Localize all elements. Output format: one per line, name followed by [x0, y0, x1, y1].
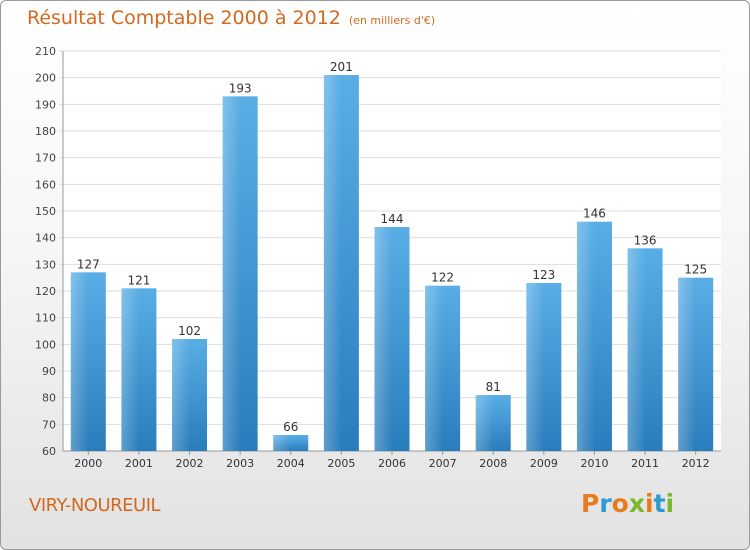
- x-tick-label: 2009: [530, 457, 558, 470]
- data-label: 146: [583, 207, 606, 221]
- x-tick-label: 2012: [682, 457, 710, 470]
- x-tick-label: 2011: [631, 457, 659, 470]
- bar-highlight: [172, 339, 208, 451]
- y-tick-label: 140: [35, 232, 56, 245]
- x-tick-label: 2007: [429, 457, 457, 470]
- data-label: 201: [330, 60, 353, 74]
- y-tick-label: 190: [35, 98, 56, 111]
- logo-letter: i: [645, 489, 654, 518]
- bar-highlight: [70, 272, 106, 451]
- x-tick-label: 2002: [176, 457, 204, 470]
- y-tick-label: 120: [35, 285, 56, 298]
- data-label: 122: [431, 271, 454, 285]
- data-label: 81: [486, 380, 501, 394]
- data-label: 125: [684, 263, 707, 277]
- logo-letter: i: [665, 489, 675, 518]
- x-tick-label: 2006: [378, 457, 406, 470]
- x-tick-label: 2001: [125, 457, 153, 470]
- data-label: 102: [178, 324, 201, 338]
- chart-subtitle: (en milliers d'€): [348, 14, 436, 27]
- bar-highlight: [273, 435, 309, 451]
- chart-title: Résultat Comptable 2000 à 2012 (en millie…: [27, 7, 436, 29]
- logo-letter: r: [599, 489, 612, 518]
- bar-highlight: [121, 288, 157, 451]
- y-tick-label: 170: [35, 152, 56, 165]
- x-tick-label: 2000: [74, 457, 102, 470]
- city-name: VIRY-NOUREUIL: [29, 495, 161, 516]
- proxiti-logo: Proxiti: [581, 489, 674, 518]
- bar-highlight: [526, 283, 562, 451]
- bar-highlight: [323, 75, 359, 451]
- logo-letter: P: [581, 489, 600, 518]
- y-tick-label: 200: [35, 72, 56, 85]
- data-label: 136: [634, 233, 657, 247]
- data-label: 66: [283, 420, 298, 434]
- x-tick-label: 2008: [479, 457, 507, 470]
- y-tick-label: 180: [35, 125, 56, 138]
- data-label: 121: [127, 273, 150, 287]
- data-label: 127: [77, 257, 100, 271]
- y-tick-label: 110: [35, 312, 56, 325]
- y-tick-label: 70: [42, 418, 56, 431]
- bar-highlight: [475, 395, 511, 451]
- bar-highlight: [374, 227, 410, 451]
- data-label: 193: [229, 81, 252, 95]
- bar-highlight: [222, 96, 258, 451]
- x-tick-label: 2004: [277, 457, 305, 470]
- y-tick-label: 90: [42, 365, 56, 378]
- bar-highlight: [627, 248, 663, 451]
- logo-letter: o: [611, 489, 629, 518]
- x-tick-label: 2003: [226, 457, 254, 470]
- y-tick-label: 210: [35, 45, 56, 58]
- x-tick-label: 2010: [580, 457, 608, 470]
- logo-letter: t: [653, 489, 666, 518]
- x-tick-label: 2005: [327, 457, 355, 470]
- data-label: 144: [381, 212, 404, 226]
- bar-highlight: [425, 285, 461, 451]
- data-label: 123: [532, 268, 555, 282]
- y-tick-label: 60: [42, 445, 56, 458]
- y-tick-label: 150: [35, 205, 56, 218]
- bar-highlight: [576, 221, 612, 451]
- y-tick-label: 100: [35, 338, 56, 351]
- y-tick-label: 160: [35, 178, 56, 191]
- y-tick-label: 130: [35, 258, 56, 271]
- bar-highlight: [678, 277, 714, 451]
- y-tick-label: 80: [42, 392, 56, 405]
- logo-letter: x: [628, 489, 645, 518]
